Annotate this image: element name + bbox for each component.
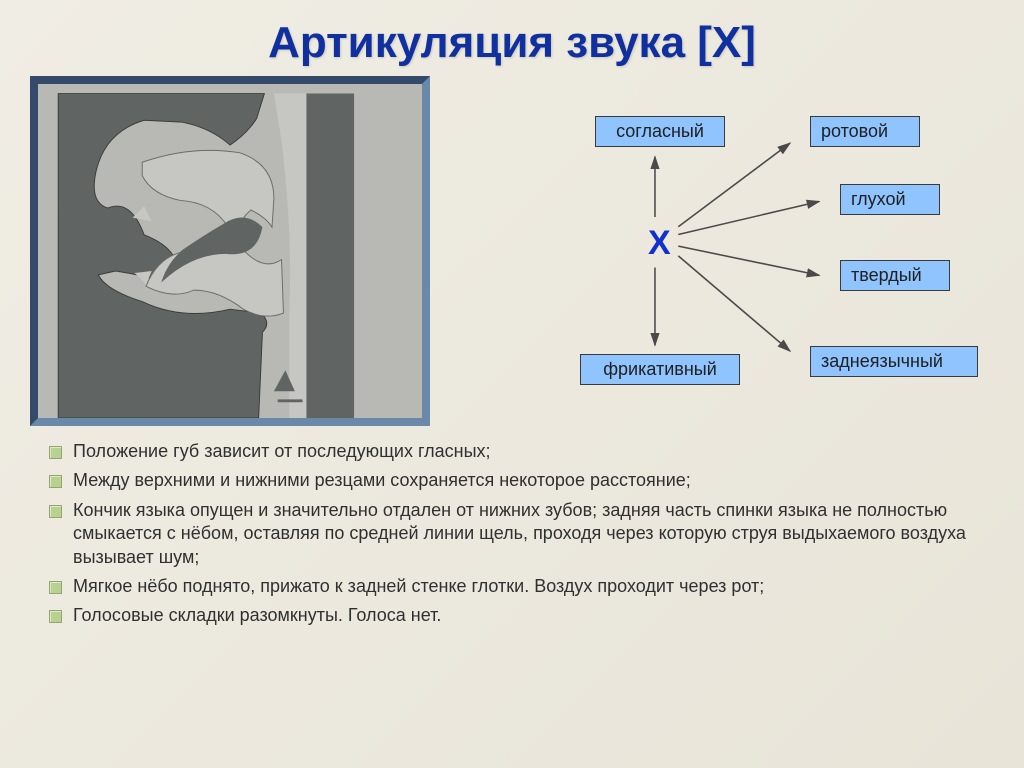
- box-hard: твердый: [840, 260, 950, 291]
- list-item: Мягкое нёбо поднято, прижато к задней ст…: [45, 575, 984, 598]
- list-item: Положение губ зависит от последующих гла…: [45, 440, 984, 463]
- box-consonant: согласный: [595, 116, 725, 147]
- page-title: Артикуляция звука [Х]: [0, 0, 1024, 76]
- articulation-profile: [30, 76, 430, 426]
- mouth-profile-svg: [38, 84, 422, 418]
- top-row: Х согласный фрикативный ротовой глухой т…: [0, 76, 1024, 426]
- list-item: Голосовые складки разомкнуты. Голоса нет…: [45, 604, 984, 627]
- bullet-list: Положение губ зависит от последующих гла…: [0, 426, 1024, 628]
- box-oral: ротовой: [810, 116, 920, 147]
- box-fricative: фрикативный: [580, 354, 740, 385]
- list-item: Кончик языка опущен и значительно отдале…: [45, 499, 984, 569]
- center-letter: Х: [648, 224, 671, 263]
- box-backlingual: заднеязычный: [810, 346, 978, 377]
- properties-diagram: Х согласный фрикативный ротовой глухой т…: [450, 76, 994, 426]
- list-item: Между верхними и нижними резцами сохраня…: [45, 469, 984, 492]
- box-voiceless: глухой: [840, 184, 940, 215]
